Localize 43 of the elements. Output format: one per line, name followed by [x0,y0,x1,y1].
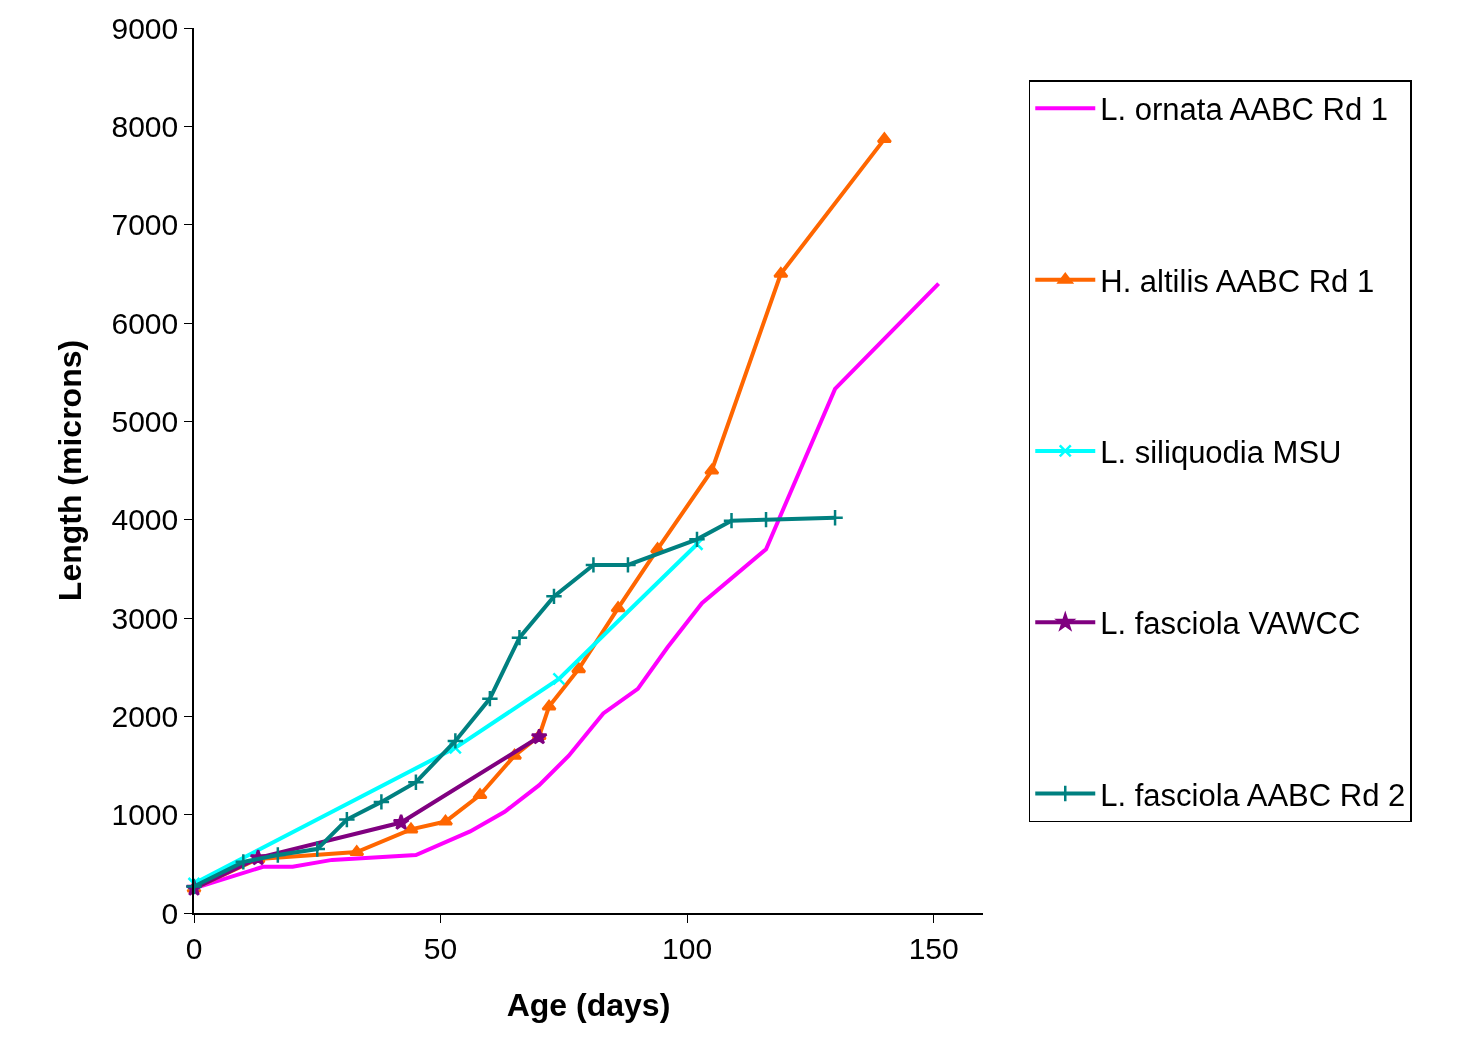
point [541,699,557,711]
y-tick-label: 2000 [111,699,179,733]
legend-label: L. fasciola VAWCC [1100,606,1361,642]
legend-label: L. ornata AABC Rd 1 [1100,92,1389,128]
point [704,463,720,475]
point [372,792,391,811]
y-tick-label: 7000 [111,208,179,242]
point [403,822,419,834]
legend-label: L. siliquodia MSU [1100,435,1342,471]
point [530,728,548,745]
point [610,601,626,613]
y-tick-label: 0 [161,896,179,930]
point [510,628,529,647]
point [876,132,892,144]
point [392,813,410,831]
x-tick-label: 150 [908,931,959,965]
y-tick-label: 1000 [111,798,179,832]
point [349,845,365,857]
point [571,662,587,674]
point [337,810,356,829]
point [234,852,253,871]
point [308,840,327,859]
point [437,814,454,826]
point [480,689,499,708]
point [688,530,706,549]
y-tick-label: 8000 [111,109,179,143]
x-axis-title: Age (days) [506,987,671,1024]
x-tick-label: 0 [185,931,203,965]
x-tick-label: 50 [423,931,458,965]
point [268,846,287,864]
point [446,731,465,750]
y-tick-label: 5000 [111,404,179,438]
x-tick-label: 100 [662,931,713,965]
y-tick-label: 6000 [111,306,179,340]
point [552,672,566,686]
point [406,773,425,792]
legend-label: H. altilis AABC Rd 1 [1100,263,1375,299]
y-tick-label: 9000 [111,11,179,45]
point [545,587,563,606]
y-tick-label: 4000 [111,503,179,537]
y-axis-title: Length (microns) [52,339,89,602]
legend-label: L. fasciola AABC Rd 2 [1100,777,1406,813]
y-tick-label: 3000 [111,601,179,635]
